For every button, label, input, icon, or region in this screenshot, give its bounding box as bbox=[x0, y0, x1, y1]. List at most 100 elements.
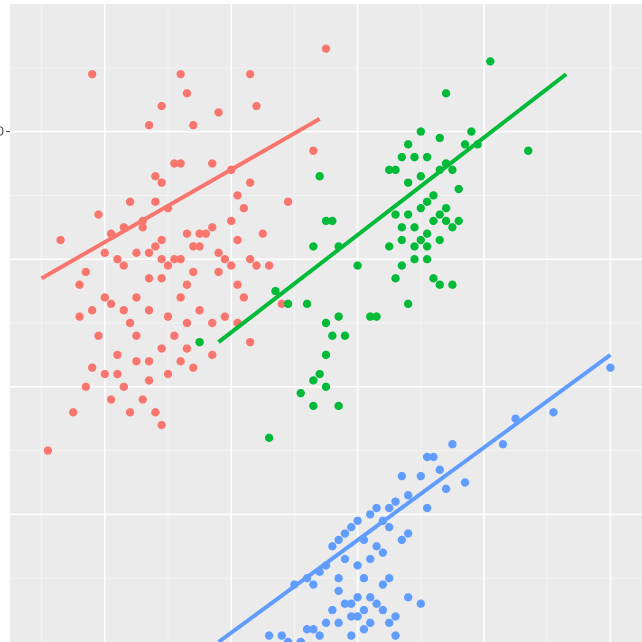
data-point bbox=[208, 350, 217, 360]
data-point bbox=[252, 101, 261, 111]
data-point bbox=[448, 165, 457, 175]
data-point bbox=[441, 484, 451, 494]
data-point bbox=[448, 223, 457, 232]
data-point bbox=[195, 229, 204, 238]
data-point bbox=[422, 242, 432, 251]
data-point bbox=[195, 306, 204, 315]
data-point bbox=[113, 255, 122, 264]
data-point bbox=[296, 637, 305, 642]
data-point bbox=[233, 191, 242, 200]
data-point bbox=[220, 312, 230, 321]
data-point bbox=[353, 516, 362, 525]
data-point bbox=[372, 312, 381, 321]
data-point bbox=[340, 554, 350, 564]
data-point bbox=[334, 535, 343, 545]
data-point bbox=[214, 248, 223, 258]
data-point bbox=[334, 618, 343, 628]
data-point bbox=[296, 388, 305, 398]
data-point bbox=[283, 197, 293, 206]
data-point bbox=[416, 203, 425, 213]
data-point bbox=[87, 363, 97, 372]
data-point bbox=[385, 574, 394, 583]
data-point bbox=[460, 478, 470, 487]
data-point bbox=[125, 197, 135, 206]
data-point bbox=[397, 535, 407, 545]
data-point bbox=[403, 210, 413, 219]
data-point bbox=[321, 216, 331, 226]
data-point bbox=[372, 503, 381, 513]
data-point bbox=[163, 261, 173, 270]
data-point bbox=[385, 618, 394, 628]
data-point bbox=[144, 121, 154, 130]
data-point bbox=[258, 229, 267, 238]
data-point bbox=[441, 216, 451, 226]
data-point bbox=[321, 382, 331, 391]
data-point bbox=[391, 497, 400, 506]
data-point bbox=[498, 440, 508, 449]
data-point bbox=[189, 121, 198, 130]
data-point bbox=[340, 529, 350, 538]
trend-line bbox=[40, 117, 321, 281]
data-point bbox=[385, 242, 394, 251]
data-point bbox=[403, 140, 413, 149]
data-point bbox=[277, 631, 286, 640]
data-point bbox=[214, 267, 223, 277]
data-point bbox=[410, 255, 419, 264]
data-point bbox=[157, 420, 166, 430]
data-point bbox=[208, 223, 217, 232]
data-point bbox=[460, 140, 470, 149]
data-point bbox=[524, 146, 533, 155]
data-point bbox=[283, 637, 293, 642]
data-point bbox=[302, 625, 312, 634]
data-point bbox=[549, 408, 558, 417]
data-point bbox=[353, 593, 362, 602]
data-point bbox=[170, 331, 179, 340]
data-point bbox=[125, 318, 135, 328]
data-point bbox=[385, 503, 394, 513]
data-point bbox=[429, 452, 438, 462]
data-point bbox=[201, 229, 211, 238]
data-point bbox=[435, 280, 444, 289]
data-point bbox=[157, 255, 166, 264]
data-point bbox=[227, 216, 236, 226]
data-point bbox=[378, 605, 388, 615]
data-point bbox=[397, 471, 407, 481]
data-point bbox=[182, 344, 192, 353]
data-point bbox=[328, 331, 337, 340]
data-point bbox=[372, 599, 381, 608]
data-point bbox=[391, 631, 400, 640]
data-point bbox=[347, 599, 356, 608]
data-point bbox=[75, 312, 84, 321]
data-point bbox=[239, 203, 249, 213]
data-point bbox=[391, 210, 400, 219]
data-point bbox=[113, 350, 122, 360]
trend-line bbox=[217, 353, 612, 642]
data-point bbox=[328, 216, 337, 226]
data-point bbox=[340, 599, 350, 608]
data-point bbox=[378, 580, 388, 589]
data-point bbox=[144, 306, 154, 315]
data-point bbox=[448, 440, 457, 449]
data-point bbox=[119, 261, 128, 270]
data-point bbox=[359, 605, 369, 615]
data-point bbox=[429, 216, 438, 226]
data-point bbox=[410, 242, 419, 251]
data-point bbox=[416, 235, 425, 245]
data-point bbox=[309, 376, 318, 385]
data-point bbox=[435, 210, 444, 219]
data-point bbox=[359, 625, 369, 634]
data-point bbox=[132, 357, 141, 366]
data-point bbox=[245, 337, 255, 347]
data-point bbox=[132, 293, 141, 302]
data-point bbox=[125, 408, 135, 417]
data-point bbox=[157, 344, 166, 353]
data-point bbox=[441, 203, 451, 213]
y-tick-label: 0 bbox=[0, 124, 4, 139]
data-point bbox=[157, 274, 166, 283]
data-point bbox=[397, 152, 407, 162]
data-point bbox=[353, 612, 362, 621]
data-point bbox=[69, 408, 78, 417]
data-point bbox=[416, 127, 425, 136]
data-point bbox=[214, 108, 223, 117]
data-point bbox=[182, 229, 192, 238]
